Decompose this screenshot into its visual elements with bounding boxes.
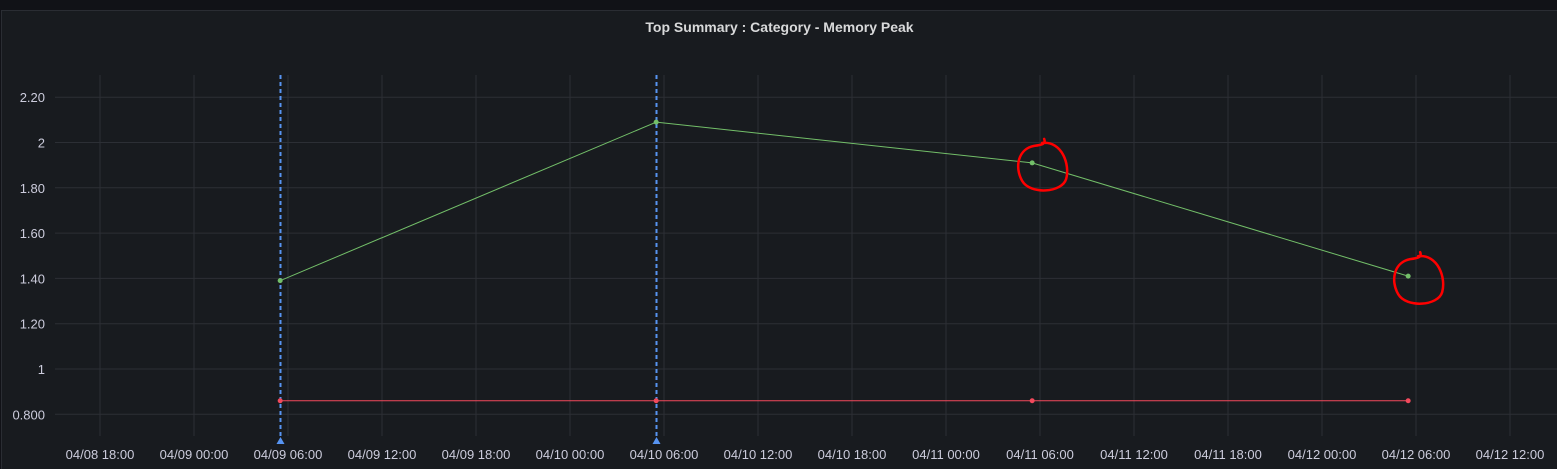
series-lines[interactable] (277, 119, 1411, 404)
y-tick-label: 1.60 (20, 226, 45, 241)
x-tick-label: 04/12 12:00 (1476, 447, 1545, 462)
x-tick-label: 04/10 00:00 (536, 447, 605, 462)
red-series-point[interactable] (277, 398, 283, 404)
x-tick-label: 04/11 00:00 (912, 447, 980, 462)
annotation-markers[interactable] (276, 75, 661, 444)
x-tick-label: 04/12 06:00 (1382, 447, 1451, 462)
x-tick-label: 04/12 00:00 (1288, 447, 1357, 462)
y-tick-label: 1 (38, 362, 45, 377)
y-tick-label: 0.800 (12, 407, 45, 422)
green-series-line[interactable] (279, 121, 1409, 282)
annotation-marker-icon[interactable] (276, 437, 285, 444)
hand-drawn-circle (1392, 250, 1445, 305)
red-series-point[interactable] (1405, 398, 1411, 404)
x-tick-label: 04/09 00:00 (160, 447, 229, 462)
red-series-point[interactable] (653, 398, 659, 404)
x-tick-label: 04/08 18:00 (66, 447, 135, 462)
y-tick-label: 1.20 (20, 317, 45, 332)
x-tick-label: 04/10 18:00 (818, 447, 887, 462)
red-series-point[interactable] (1029, 398, 1035, 404)
y-axis: 2.20 2 1.80 1.60 1.40 1.20 1 0.800 (12, 90, 45, 422)
x-tick-label: 04/11 12:00 (1100, 447, 1168, 462)
green-series-point[interactable] (1029, 160, 1035, 166)
grid-lines (55, 75, 1557, 436)
green-series-point[interactable] (277, 278, 283, 284)
y-tick-label: 2 (38, 136, 45, 151)
green-series-point[interactable] (653, 119, 659, 125)
panel-title[interactable]: Top Summary : Category - Memory Peak (645, 19, 914, 35)
x-tick-label: 04/10 12:00 (724, 447, 793, 462)
green-series-point[interactable] (1405, 273, 1411, 279)
x-axis: 04/08 18:00 04/09 00:00 04/09 06:00 04/09 1… (66, 447, 1545, 462)
x-tick-label: 04/09 18:00 (442, 447, 511, 462)
y-tick-label: 2.20 (20, 90, 45, 105)
y-tick-label: 1.80 (20, 181, 45, 196)
x-tick-label: 04/11 18:00 (1194, 447, 1262, 462)
x-tick-label: 04/10 06:00 (630, 447, 699, 462)
x-tick-label: 04/09 12:00 (348, 447, 417, 462)
hand-drawn-circle (1016, 137, 1069, 192)
x-tick-label: 04/09 06:00 (254, 447, 323, 462)
y-tick-label: 1.40 (20, 271, 45, 286)
x-tick-label: 04/11 06:00 (1006, 447, 1074, 462)
hand-drawn-circles (1016, 137, 1445, 305)
chart-panel: Top Summary : Category - Memory Peak (1, 10, 1557, 469)
annotation-marker-icon[interactable] (652, 437, 661, 444)
